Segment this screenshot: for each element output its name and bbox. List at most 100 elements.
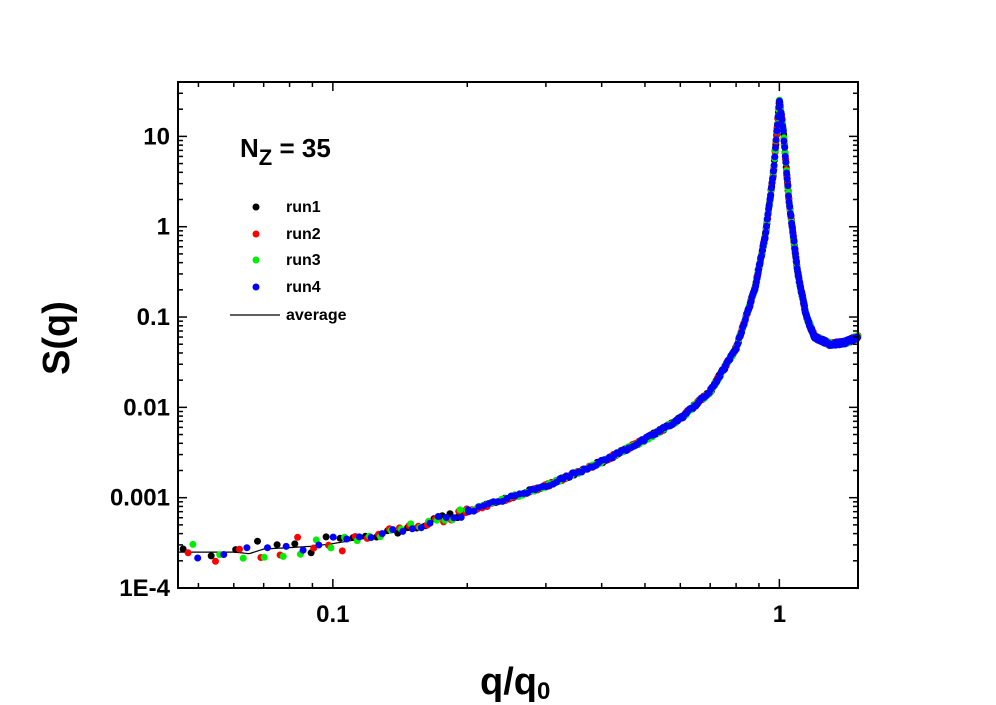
data-point: [787, 212, 795, 220]
data-point: [767, 191, 775, 199]
data-point: [741, 316, 749, 323]
data-point: [765, 201, 773, 209]
data-point: [239, 554, 247, 562]
data-point: [327, 544, 335, 552]
series-run1: [179, 99, 862, 560]
data-point: [761, 234, 769, 242]
data-point: [786, 203, 794, 211]
data-point: [294, 533, 302, 541]
data-layer: [178, 96, 862, 565]
data-point: [450, 514, 458, 522]
data-point: [800, 301, 808, 308]
y-tick-label: 1: [157, 214, 170, 241]
data-point: [777, 111, 785, 119]
data-point: [734, 340, 742, 348]
data-point: [282, 542, 290, 550]
data-point: [279, 552, 287, 560]
legend-item-average: average: [230, 307, 347, 324]
data-point: [417, 524, 425, 532]
x-axis-title-sub: 0: [537, 678, 550, 705]
data-point: [784, 182, 792, 190]
data-point: [179, 545, 187, 553]
legend-item-run4: run4: [252, 279, 321, 296]
data-point: [788, 223, 796, 231]
data-point: [776, 102, 784, 110]
data-point: [338, 547, 346, 555]
data-point: [738, 328, 746, 336]
data-point: [772, 136, 780, 144]
plot-frame: [177, 81, 859, 589]
data-point: [782, 158, 790, 166]
data-point: [408, 525, 416, 533]
legend-item-run2: run2: [252, 226, 321, 243]
data-point: [465, 508, 473, 516]
data-point: [194, 554, 202, 562]
x-tick-label: 1: [773, 601, 786, 628]
data-point: [236, 545, 243, 553]
data-point: [470, 507, 478, 515]
legend-marker: [252, 283, 260, 291]
data-point: [779, 127, 787, 135]
data-point: [212, 557, 219, 565]
data-point: [457, 513, 465, 521]
annotation-sub: Z: [259, 145, 272, 170]
legend-label: run4: [286, 279, 321, 296]
legend-label: run3: [286, 252, 321, 269]
data-point: [220, 551, 228, 558]
data-point: [378, 530, 386, 538]
data-point: [793, 258, 800, 266]
data-point: [758, 252, 765, 260]
data-point: [243, 544, 251, 552]
data-point: [769, 167, 777, 175]
y-tick-label: 10: [143, 123, 170, 150]
data-point: [778, 116, 786, 124]
data-point: [315, 541, 323, 549]
y-tick-label: 0.1: [137, 304, 170, 331]
data-point: [781, 143, 789, 151]
average-line: [178, 103, 859, 555]
data-point: [456, 506, 464, 514]
data-point: [322, 533, 330, 541]
x-tick-label: 0.1: [316, 601, 349, 628]
data-point: [756, 259, 764, 267]
legend-marker: [252, 256, 260, 264]
data-point: [769, 174, 777, 182]
label-layer: 1E-4 0.001 0.01 0.1 1 10 0.1 1: [110, 123, 786, 628]
y-tick-label: 0.01: [123, 394, 170, 421]
y-axis-title: S(q): [36, 301, 78, 375]
data-point: [310, 544, 318, 552]
x-axis-title-main: q/q: [480, 661, 537, 703]
data-point: [442, 514, 450, 521]
data-point: [389, 526, 397, 534]
data-point: [291, 540, 299, 548]
data-point: [367, 534, 375, 541]
data-point: [783, 175, 791, 183]
data-point: [783, 169, 791, 177]
legend-label: average: [286, 307, 347, 324]
data-point: [207, 552, 215, 560]
data-point: [329, 533, 337, 541]
y-tick-label: 0.001: [110, 485, 170, 512]
data-point: [790, 237, 798, 245]
data-point: [780, 137, 788, 145]
data-point: [399, 527, 407, 535]
data-point: [771, 153, 779, 161]
data-point: [773, 127, 781, 135]
data-point: [264, 544, 271, 552]
legend-item-run3: run3: [252, 252, 321, 269]
data-point: [355, 533, 363, 541]
annotation: NZ = 35: [240, 133, 331, 170]
data-point: [764, 211, 772, 218]
legend: run1 run2 run3 run4 average: [230, 199, 347, 324]
data-point: [299, 546, 307, 554]
legend-label: run1: [286, 199, 321, 216]
data-point: [189, 540, 197, 548]
annotation-main: N: [240, 133, 259, 163]
data-point: [785, 192, 792, 200]
legend-marker: [252, 230, 260, 238]
data-point: [770, 161, 778, 169]
legend-label: run2: [286, 226, 321, 243]
data-point: [767, 184, 775, 192]
x-axis-title: q/q0: [480, 661, 550, 705]
